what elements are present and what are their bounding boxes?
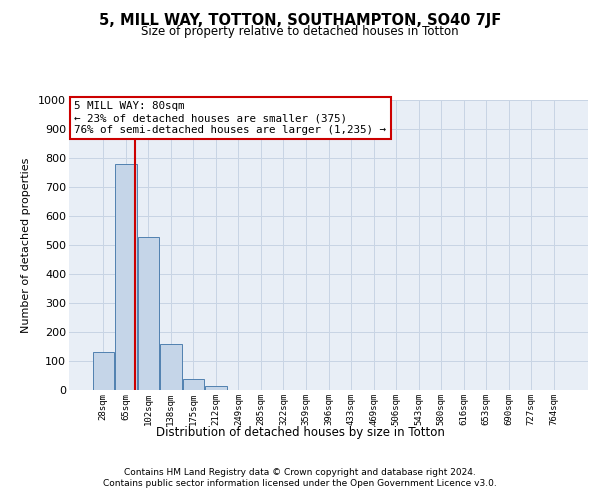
Y-axis label: Number of detached properties: Number of detached properties xyxy=(21,158,31,332)
Bar xyxy=(137,237,159,390)
Text: Contains public sector information licensed under the Open Government Licence v3: Contains public sector information licen… xyxy=(103,480,497,488)
Text: 5, MILL WAY, TOTTON, SOUTHAMPTON, SO40 7JF: 5, MILL WAY, TOTTON, SOUTHAMPTON, SO40 7… xyxy=(99,12,501,28)
Bar xyxy=(160,344,182,390)
Bar xyxy=(182,379,204,390)
Text: Distribution of detached houses by size in Totton: Distribution of detached houses by size … xyxy=(155,426,445,439)
Bar xyxy=(115,164,137,390)
Bar xyxy=(205,386,227,390)
Text: Size of property relative to detached houses in Totton: Size of property relative to detached ho… xyxy=(141,25,459,38)
Text: Contains HM Land Registry data © Crown copyright and database right 2024.: Contains HM Land Registry data © Crown c… xyxy=(124,468,476,477)
Bar xyxy=(92,352,114,390)
Text: 5 MILL WAY: 80sqm
← 23% of detached houses are smaller (375)
76% of semi-detache: 5 MILL WAY: 80sqm ← 23% of detached hous… xyxy=(74,102,386,134)
